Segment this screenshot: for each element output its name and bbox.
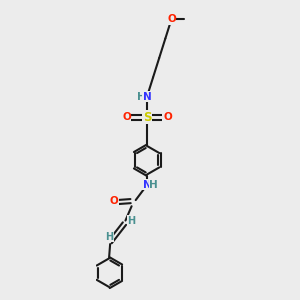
Text: O: O xyxy=(122,112,131,122)
Text: H: H xyxy=(137,92,146,102)
Text: H: H xyxy=(128,215,136,226)
Text: H: H xyxy=(149,180,158,190)
Text: H: H xyxy=(105,232,113,242)
Text: N: N xyxy=(143,180,152,190)
Text: O: O xyxy=(163,112,172,122)
Text: O: O xyxy=(167,14,176,24)
Text: N: N xyxy=(143,92,152,102)
Text: O: O xyxy=(110,196,118,206)
Text: S: S xyxy=(143,111,151,124)
